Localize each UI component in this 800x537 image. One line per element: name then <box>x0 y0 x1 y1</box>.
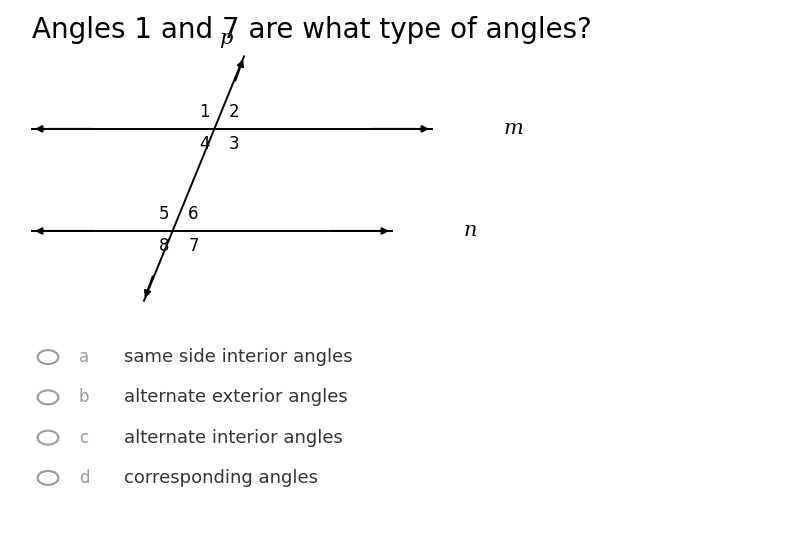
Text: 6: 6 <box>188 205 199 223</box>
Text: c: c <box>79 429 89 447</box>
Text: 8: 8 <box>159 237 170 256</box>
Text: m: m <box>504 119 524 139</box>
Text: a: a <box>79 348 89 366</box>
Text: b: b <box>78 388 90 407</box>
Text: p: p <box>218 30 232 48</box>
Text: d: d <box>78 469 90 487</box>
Text: n: n <box>464 221 478 241</box>
Text: 1: 1 <box>199 103 210 121</box>
Text: same side interior angles: same side interior angles <box>124 348 353 366</box>
Text: 5: 5 <box>159 205 170 223</box>
Text: 4: 4 <box>199 135 210 154</box>
Text: 7: 7 <box>188 237 199 256</box>
Text: alternate interior angles: alternate interior angles <box>124 429 343 447</box>
Text: 3: 3 <box>228 135 239 154</box>
Text: corresponding angles: corresponding angles <box>124 469 318 487</box>
Text: alternate exterior angles: alternate exterior angles <box>124 388 348 407</box>
Text: 2: 2 <box>228 103 239 121</box>
Text: Angles 1 and 7 are what type of angles?: Angles 1 and 7 are what type of angles? <box>32 16 592 44</box>
